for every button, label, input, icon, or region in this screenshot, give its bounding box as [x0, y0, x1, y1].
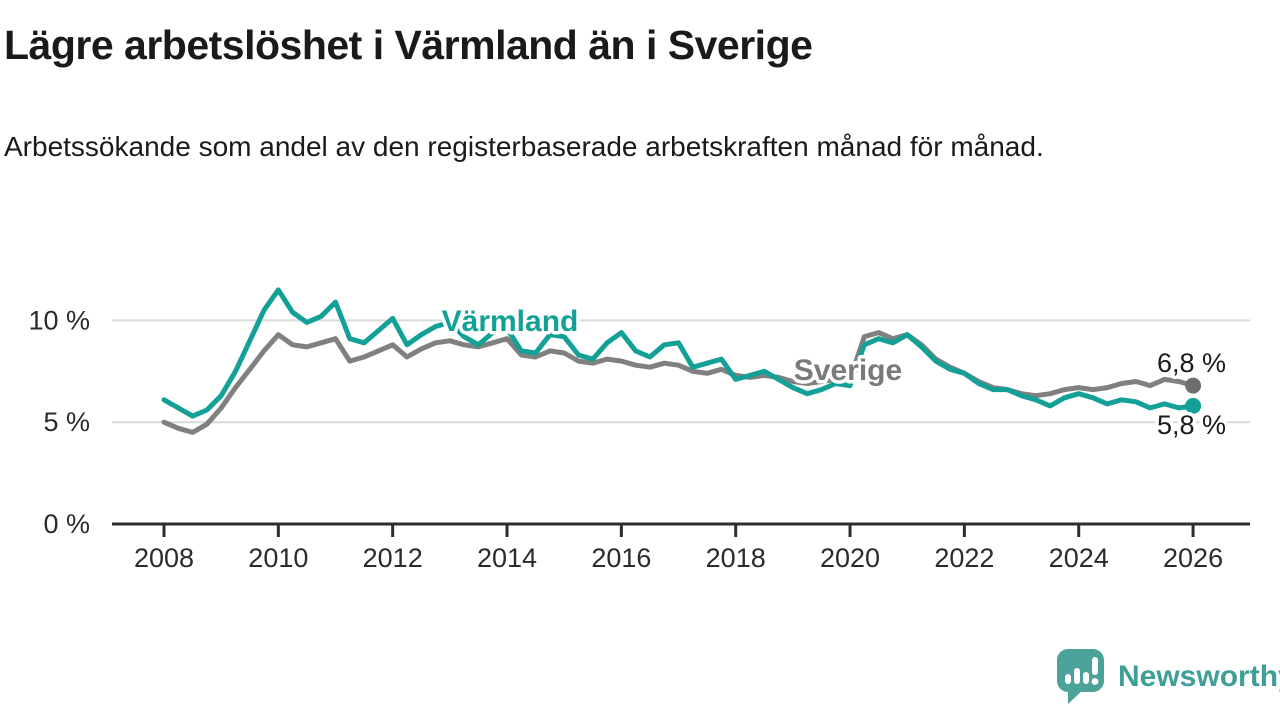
bar-chart-icon [1065, 657, 1099, 685]
y-axis-labels: 0 % 5 % 10 % [28, 305, 90, 539]
newsworthy-wordmark: Newsworthy [1118, 660, 1280, 693]
y-tick-label: 0 % [43, 509, 90, 539]
x-tick-label: 2010 [248, 543, 308, 573]
end-dot-sverige [1185, 377, 1202, 394]
x-axis-tick-labels: 2008 2010 2012 2014 2016 2018 2020 2022 2024 2026 [134, 543, 1223, 573]
y-tick-label: 10 % [28, 305, 90, 335]
x-tick-label: 2016 [591, 543, 651, 573]
end-value-label-sverige: 6,8 % [1157, 348, 1226, 378]
newsworthy-logo-icon [1057, 649, 1104, 704]
x-tick-label: 2008 [134, 543, 194, 573]
page-title: Lägre arbetslöshet i Värmland än i Sveri… [4, 22, 813, 68]
x-tick-label: 2012 [363, 543, 423, 573]
end-dot-varmland [1185, 397, 1202, 414]
x-tick-label: 2022 [934, 543, 994, 573]
x-tick-label: 2014 [477, 543, 537, 573]
x-tick-label: 2020 [820, 543, 880, 573]
chart-subtitle: Arbetssökande som andel av den registerb… [4, 131, 1044, 162]
end-value-label-varmland: 5,8 % [1157, 410, 1226, 440]
series-lines [161, 287, 1196, 435]
x-axis-ticks [162, 525, 1195, 537]
series-line-varmland [161, 287, 1196, 419]
newsworthy-logo: Newsworthy [1057, 649, 1280, 704]
x-tick-label: 2026 [1163, 543, 1223, 573]
x-tick-label: 2018 [706, 543, 766, 573]
y-tick-label: 5 % [43, 407, 90, 437]
series-end-dots [1185, 377, 1202, 414]
series-label-varmland: Värmland [442, 305, 579, 338]
series-label-sverige: Sverige [794, 354, 902, 387]
x-tick-label: 2024 [1049, 543, 1109, 573]
